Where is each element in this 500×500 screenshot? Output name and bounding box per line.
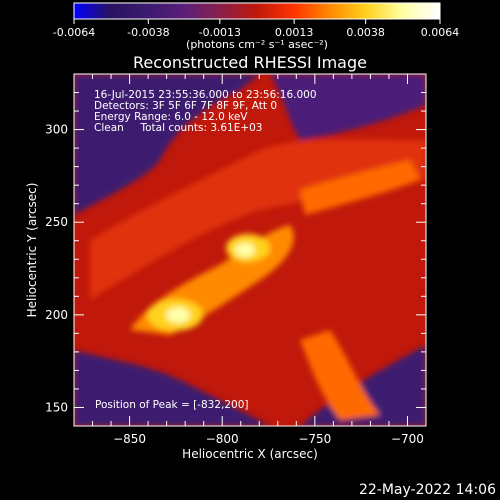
peak-position-label: Position of Peak = [-832,200] [95,399,249,411]
colorbar-tick-label: 0.0038 [346,26,385,39]
info-line-detectors: Detectors: 3F 5F 6F 7F 8F 9F, Att 0 [94,100,277,112]
heatmap-upper-arm [300,160,420,215]
x-tick-label: −700 [391,432,424,446]
y-tick-label: 300 [45,123,68,137]
y-tick-label: 200 [45,308,68,322]
heatmap-structure [74,74,426,426]
info-line-counts: Clean Total counts: 3.61E+03 [94,122,263,134]
y-tick-label: 150 [45,400,68,414]
info-line-time: 16-Jul-2015 23:55:36.000 to 23:56:16.000 [94,89,317,101]
heatmap-low-region-lower [74,350,270,426]
colorbar-strip [73,2,441,20]
y-tick-label: 250 [45,215,68,229]
heatmap-low-band-top [270,74,426,140]
colorbar-tick-label: -0.0064 [53,26,95,39]
y-axis-label: Heliocentric Y (arcsec) [25,183,39,318]
heatmap-lower-arm [300,330,380,420]
colorbar-ticks: -0.0064 -0.0038 -0.0013 0.0013 0.0038 0.0064 [53,19,459,39]
footer-date: 22-May-2022 14:06 [359,482,496,498]
colorbar-tick-label: 0.0013 [275,26,314,39]
plot-frame [73,73,427,427]
colorbar-unit-label: (photons cm⁻² s⁻¹ asec⁻²) [186,38,328,51]
y-axis-ticks: 150 200 250 300 [45,73,426,427]
x-tick-label: −850 [113,432,146,446]
info-line-energy: Energy Range: 6.0 - 12.0 keV [94,111,248,123]
colorbar-tick-label: -0.0013 [199,26,241,39]
x-tick-label: −800 [206,432,239,446]
info-block: 16-Jul-2015 23:55:36.000 to 23:56:16.000… [94,89,317,134]
heatmap-secondary-core [235,243,255,257]
x-axis-label: Heliocentric X (arcsec) [182,447,318,461]
x-axis-ticks: −850 −800 −750 −700 [92,74,427,446]
colorbar-tick-label: -0.0038 [127,26,169,39]
heatmap-peak-core [166,307,190,323]
colorbar: -0.0064 -0.0038 -0.0013 0.0013 0.0038 0.0064 … [53,2,459,51]
x-tick-label: −750 [298,432,331,446]
heatmap-low-region-upper [74,74,260,215]
colorbar-tick-label: 0.0064 [421,26,460,39]
heatmap-image [74,74,426,426]
plot-title: Reconstructed RHESSI Image [133,53,367,72]
